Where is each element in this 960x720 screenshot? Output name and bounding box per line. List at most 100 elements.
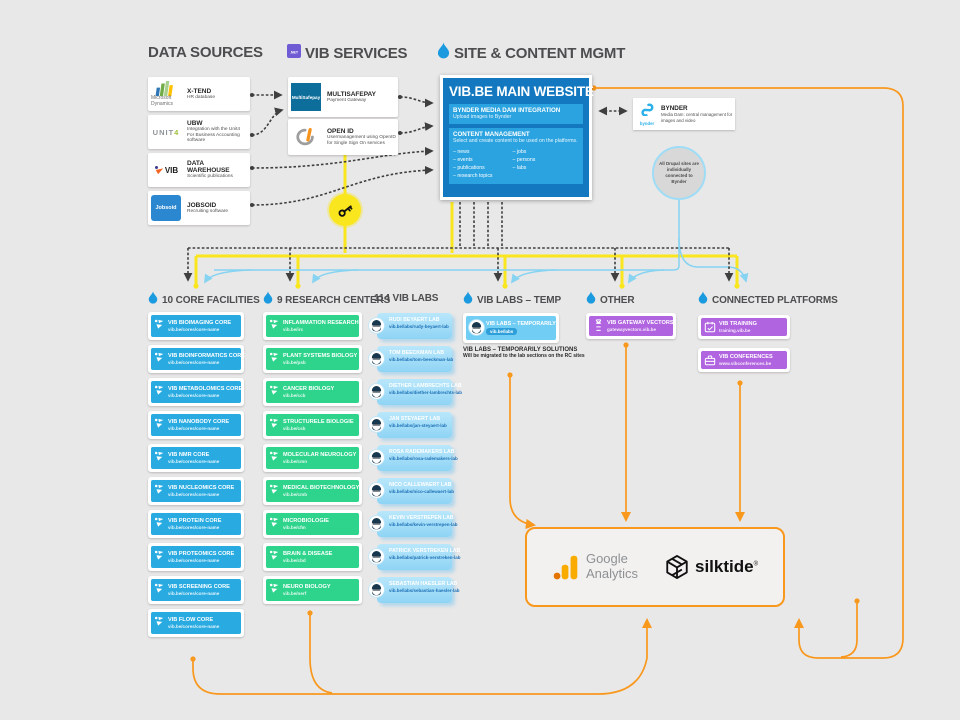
lab-url: vib.be/labs/sebastian-haesler-lab: [389, 587, 460, 593]
dashed-wire-dots: [250, 93, 402, 207]
research-center-card: STRUCTURELE BIOLOGIE vib.be/csb: [263, 411, 362, 439]
core-url: vib.be/cores/core-name: [168, 458, 220, 464]
core-title: VIB NANOBODY CORE: [168, 418, 230, 425]
lab-title: ROSA RADEMAKERS LAB: [389, 449, 455, 455]
lab-title: NICO CALLEWAERT LAB: [389, 482, 452, 488]
calendar-icon: [704, 321, 716, 333]
content-type: – events: [453, 156, 473, 163]
core-facility-card: VIB BIOIMAGING CORE vib.be/cores/core-na…: [148, 312, 244, 340]
vib-logo-icon: [154, 317, 165, 335]
content-management-section: CONTENT MANAGEMENT Select and create con…: [449, 127, 583, 184]
lab-url: vib.be/labs/diether-lambrechts-lab: [389, 389, 463, 395]
vib-logo-icon: [269, 350, 280, 368]
lab-url: vib.be/labs/nico-callewaert-lab: [389, 488, 455, 494]
data-sources-title: DATA SOURCES: [148, 44, 263, 61]
vib-labs-temp-header: VIB LABS – TEMP: [463, 291, 561, 309]
lab-title: TOM BEECKMAN LAB: [389, 350, 444, 356]
data-source-subtitle: Scientific publications: [187, 174, 233, 179]
lab-title: JAN STEYAERT LAB: [389, 416, 441, 422]
connected-platforms-header: CONNECTED PLATFORMS: [698, 291, 838, 309]
core-url: vib.be/cores/core-name: [168, 359, 220, 365]
lab-title: SEBASTIAN HAESLER LAB: [389, 581, 458, 587]
platform-url: training.vib.be: [719, 327, 751, 333]
core-facility-card: VIB NUCLEOMICS CORE vib.be/cores/core-na…: [148, 477, 244, 505]
research-center-title: PLANT SYSTEMS BIOLOGY: [283, 352, 358, 359]
research-center-url: vib.be/psb: [283, 359, 306, 365]
registered-mark: ®: [753, 561, 759, 568]
bynder-logo-label: bynder: [639, 120, 655, 126]
vib-labs-header: 114 VIB LABS: [374, 293, 438, 304]
column-header-label: 10 CORE FACILITIES: [162, 294, 260, 306]
lab-title: KEVIN VERSTREPEN LAB: [389, 515, 454, 521]
vib-logo-icon: [269, 581, 280, 599]
research-center-card: PLANT SYSTEMS BIOLOGY vib.be/psb: [263, 345, 362, 373]
section-title: BYNDER MEDIA DAM INTEGRATION: [453, 107, 561, 114]
scientist-avatar-icon: [368, 416, 385, 433]
vib-logo-icon: [269, 383, 280, 401]
research-center-card: MEDICAL BIOTECHNOLOGY vib.be/cmb: [263, 477, 362, 505]
platform-url: www.vibconferences.be: [719, 360, 772, 366]
core-facility-card: VIB NMR CORE vib.be/cores/core-name: [148, 444, 244, 472]
research-center-url: vib.be/csb: [283, 425, 306, 431]
google-analytics-logo: Google Analytics: [552, 551, 638, 582]
vib-lab-card: RUDI BEYAERT LAB vib.be/labs/rudy-beyaer…: [368, 313, 452, 339]
temp-note-body: Will be migrated to the lab sections on …: [463, 353, 585, 359]
column-header-label: VIB LABS – TEMP: [477, 294, 562, 306]
research-center-card: BRAIN & DISEASE vib.be/cbd: [263, 543, 362, 571]
connected-platforms-list: VIB TRAINING training.vib.be VIB CONFERE…: [698, 315, 790, 381]
scientist-avatar-icon: [368, 317, 385, 334]
research-center-card: NEURO BIOLOGY vib.be/nerf: [263, 576, 362, 604]
research-center-card: MICROBIOLOGIE vib.be/cfm: [263, 510, 362, 538]
core-url: vib.be/cores/core-name: [168, 392, 220, 398]
core-title: VIB PROTEIN CORE: [168, 517, 222, 524]
core-url: vib.be/cores/core-name: [168, 425, 220, 431]
lab-url: vib.be/labs/rudy-beyaert-lab: [389, 323, 449, 329]
data-source-subtitle: HR database: [187, 94, 215, 100]
vib-logo-icon: [269, 317, 280, 335]
scientist-avatar-icon: [368, 515, 385, 532]
data-source-card: VIB DATA WAREHOUSE Scientific publicatio…: [148, 153, 250, 187]
analytics-wire-dots: [190, 85, 860, 662]
research-center-url: vib.be/cfm: [283, 524, 306, 530]
research-center-url: vib.be/cmn: [283, 458, 307, 464]
core-facility-card: VIB PROTEOMICS CORE vib.be/cores/core-na…: [148, 543, 244, 571]
platform-title: VIB TRAINING: [719, 320, 757, 327]
research-center-title: MEDICAL BIOTECHNOLOGY: [283, 484, 360, 491]
svg-text:.NET: .NET: [290, 51, 299, 55]
column-header-label: 9 RESEARCH CENTERS: [277, 294, 391, 306]
lab-url: vib.be/labs/kevin-verstrepen-lab: [389, 521, 458, 527]
lab-title: PATRICK VERSTREKEN LAB: [389, 548, 461, 554]
data-source-card: UNIT4 UBW Integration with the Unit4 For…: [148, 115, 250, 149]
core-facility-card: VIB NANOBODY CORE vib.be/cores/core-name: [148, 411, 244, 439]
service-subtitle: Usermanagement using OpenID for Single S…: [327, 134, 396, 146]
core-facility-card: VIB FLOW CORE vib.be/cores/core-name: [148, 609, 244, 637]
scientist-avatar-icon: [368, 383, 385, 400]
content-type: – jobs: [512, 148, 527, 155]
core-title: VIB BIOINFORMATICS CORE: [168, 352, 245, 359]
bynder-title: BYNDER: [661, 104, 688, 112]
research-center-url: vib.be/cbd: [283, 557, 306, 563]
temp-labs-title: VIB LABS – TEMPORARILY: [486, 321, 556, 327]
bynder-card: bynder BYNDER Media Dam: central managem…: [633, 98, 735, 130]
other-header: OTHER: [586, 291, 635, 309]
website-title: VIB.BE MAIN WEBSITE: [449, 84, 594, 99]
silktide-word: silktide: [695, 557, 754, 576]
research-center-title: CANCER BIOLOGY: [283, 385, 335, 392]
analytics-tools-card: Google Analytics silktide®: [525, 527, 785, 607]
vib-labs-temp-card: VIB LABS – TEMPORARILY vib.be/labs: [463, 313, 559, 343]
vib-logo-icon: [154, 482, 165, 500]
dotnet-icon: .NET: [287, 44, 301, 63]
core-facility-card: VIB SCREENING CORE vib.be/cores/core-nam…: [148, 576, 244, 604]
core-url: vib.be/cores/core-name: [168, 557, 220, 563]
vib-labs-list: RUDI BEYAERT LAB vib.be/labs/rudy-beyaer…: [368, 313, 463, 610]
core-title: VIB SCREENING CORE: [168, 583, 230, 590]
data-source-title: DATA WAREHOUSE: [187, 160, 230, 174]
vib-logo-icon: [154, 548, 165, 566]
core-url: vib.be/cores/core-name: [168, 491, 220, 497]
bynder-integration-section: BYNDER MEDIA DAM INTEGRATION Upload imag…: [449, 104, 583, 124]
vib-logo-icon: [269, 548, 280, 566]
research-center-url: vib.be/ccb: [283, 392, 306, 398]
drupal-icon: [437, 42, 450, 64]
